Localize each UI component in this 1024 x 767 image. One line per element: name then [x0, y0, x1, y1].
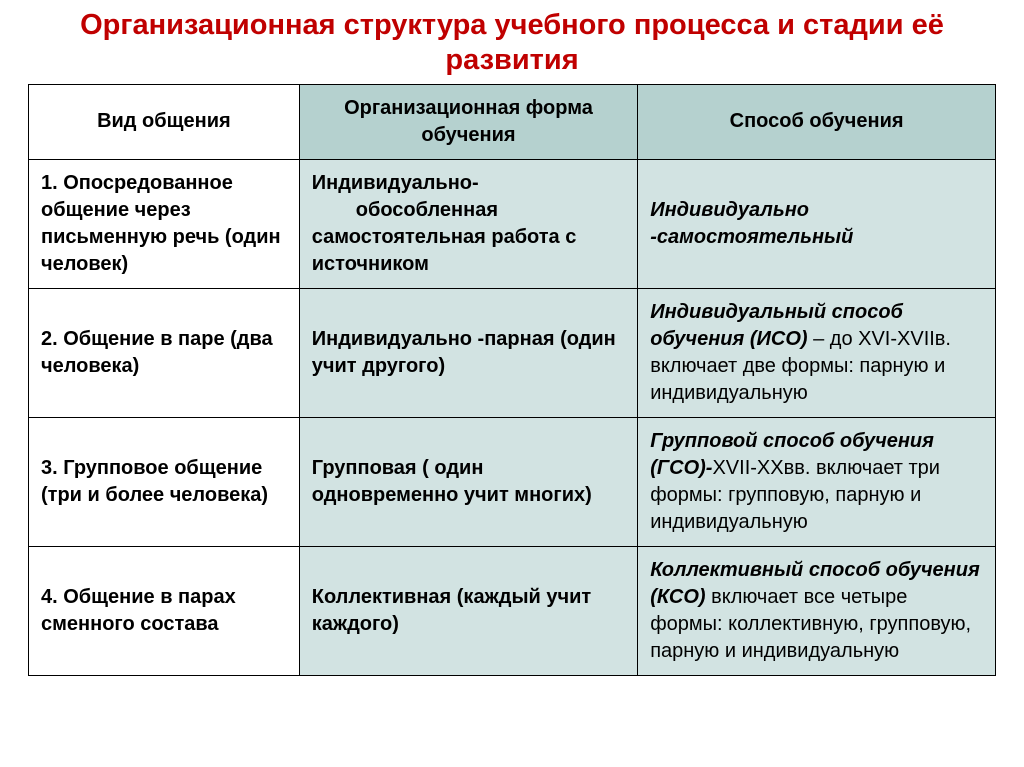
cell-form: Индивидуально -парная (один учит другого…: [299, 288, 637, 417]
cell-form-line1: Индивидуально-: [312, 172, 479, 194]
header-col3: Способ обучения: [638, 84, 996, 159]
cell-method-bold: Индивидуально -самостоятельный: [650, 199, 853, 248]
table-row: 1. Опосредованное общение через письменн…: [29, 159, 996, 288]
table-header-row: Вид общения Организационная форма обучен…: [29, 84, 996, 159]
cell-method: Индивидуальный способ обучения (ИСО) – д…: [638, 288, 996, 417]
header-col2: Организационная форма обучения: [299, 84, 637, 159]
table-row: 2. Общение в паре (два человека) Индивид…: [29, 288, 996, 417]
cell-form-line2: обособленная самостоятельная работа с ис…: [312, 199, 577, 275]
cell-type: 2. Общение в паре (два человека): [29, 288, 300, 417]
table-row: 4. Общение в парах сменного состава Колл…: [29, 546, 996, 675]
cell-method: Групповой способ обучения (ГСО)-XVII-XXв…: [638, 417, 996, 546]
cell-method: Индивидуально -самостоятельный: [638, 159, 996, 288]
cell-form: Индивидуально- обособленная самостоятель…: [299, 159, 637, 288]
cell-method: Коллективный способ обучения (КСО) включ…: [638, 546, 996, 675]
cell-form: Групповая ( один одновременно учит многи…: [299, 417, 637, 546]
cell-type: 1. Опосредованное общение через письменн…: [29, 159, 300, 288]
cell-type: 3. Групповое общение (три и более челове…: [29, 417, 300, 546]
header-col1: Вид общения: [29, 84, 300, 159]
table-row: 3. Групповое общение (три и более челове…: [29, 417, 996, 546]
structure-table: Вид общения Организационная форма обучен…: [28, 84, 996, 676]
page-title: Организационная структура учебного проце…: [28, 8, 996, 78]
cell-type: 4. Общение в парах сменного состава: [29, 546, 300, 675]
cell-form: Коллективная (каждый учит каждого): [299, 546, 637, 675]
